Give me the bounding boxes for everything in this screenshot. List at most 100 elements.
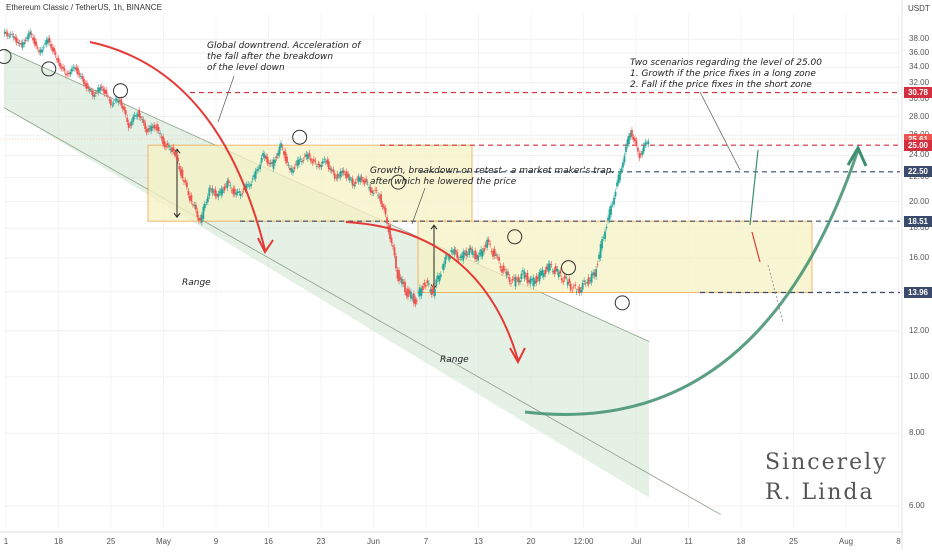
candle-body — [384, 207, 387, 215]
candle-body — [177, 157, 179, 162]
candle-body — [577, 288, 580, 291]
candle-body — [647, 141, 650, 145]
candle-body — [302, 160, 305, 161]
candle-body — [457, 258, 460, 261]
candle-body — [50, 43, 52, 48]
candle-body — [462, 251, 465, 261]
signature-line-1: Sincerely — [765, 450, 888, 475]
candle-body — [480, 249, 483, 257]
touch-circle — [507, 229, 523, 245]
candle-body — [189, 195, 191, 201]
candle-body — [551, 271, 554, 272]
candle-body — [317, 163, 320, 166]
candle-body — [629, 132, 632, 138]
candle-body — [187, 190, 190, 196]
candle-body — [572, 286, 575, 288]
candle-body — [262, 152, 264, 157]
candle-body — [587, 277, 590, 285]
candle-body — [168, 145, 170, 148]
candle-body — [256, 169, 259, 172]
y-tick-label: 24.00 — [909, 150, 930, 160]
candle-body — [284, 151, 287, 161]
candle-body — [366, 182, 369, 184]
candle-body — [254, 170, 257, 179]
candle-body — [93, 95, 96, 97]
candle-body — [45, 39, 48, 45]
candle-body — [11, 33, 14, 35]
candle-body — [206, 196, 209, 202]
x-tick-label: 11 — [684, 537, 693, 546]
candle-body — [323, 159, 326, 161]
candle-body — [215, 194, 218, 197]
candle-body — [413, 293, 415, 304]
candle-body — [354, 181, 357, 184]
candle-body — [590, 273, 593, 283]
candle-body — [333, 173, 336, 179]
candle-body — [547, 263, 550, 272]
candle-body — [82, 78, 85, 84]
candle-body — [566, 281, 569, 286]
y-tick-label: 18.00 — [909, 223, 930, 233]
annotation-pointer — [217, 75, 235, 123]
candle-body — [78, 73, 81, 76]
y-tick-label: 36.00 — [909, 47, 930, 57]
candle-body — [91, 90, 94, 97]
candle-body — [360, 176, 363, 180]
candle-body — [517, 277, 520, 283]
candle-body — [263, 154, 266, 158]
candle-body — [535, 276, 538, 283]
candle-body — [635, 140, 638, 145]
candle-body — [305, 153, 308, 157]
candle-body — [583, 280, 586, 282]
candle-body — [109, 99, 112, 106]
candle-body — [80, 75, 82, 77]
candle-body — [611, 203, 614, 205]
candle-body — [235, 192, 238, 196]
candle-body — [257, 168, 260, 170]
candle-body — [220, 188, 223, 196]
candle-body — [35, 41, 38, 46]
candle-body — [214, 189, 217, 197]
candle-body — [538, 272, 541, 282]
candle-body — [121, 105, 124, 109]
candle-body — [374, 189, 376, 191]
x-tick-label: May — [155, 537, 172, 546]
y-axis-unit: USDT — [908, 4, 930, 13]
candle-body — [519, 280, 521, 283]
x-tick-label: 25 — [106, 537, 116, 546]
candle-body — [3, 31, 6, 34]
candle-body — [605, 226, 608, 229]
candle-body — [628, 135, 630, 144]
candle-body — [160, 136, 163, 139]
candle-body — [17, 41, 20, 44]
candle-body — [236, 191, 239, 194]
candle-body — [253, 174, 256, 178]
candle-body — [620, 168, 623, 172]
candle-body — [557, 272, 560, 278]
candle-body — [489, 243, 491, 245]
candle-body — [304, 155, 306, 157]
candle-body — [203, 203, 206, 209]
candle-body — [169, 148, 172, 151]
candle-body — [475, 254, 478, 259]
candle-body — [522, 270, 524, 272]
candle-body — [511, 279, 514, 281]
candle-body — [456, 251, 459, 259]
annotation-pointer — [411, 187, 426, 225]
candle-body — [542, 273, 545, 277]
candle-body — [51, 47, 54, 51]
candle-body — [545, 266, 548, 270]
candle-body — [631, 129, 633, 137]
candle-body — [359, 177, 362, 182]
candle-body — [619, 171, 621, 181]
candle-body — [390, 237, 393, 244]
candle-body — [565, 277, 568, 278]
candle-body — [420, 288, 423, 296]
candle-body — [154, 127, 157, 129]
candle-body — [568, 278, 571, 284]
candle-body — [472, 253, 475, 255]
candle-body — [469, 247, 472, 250]
candle-body — [483, 248, 486, 252]
candle-body — [393, 247, 396, 256]
